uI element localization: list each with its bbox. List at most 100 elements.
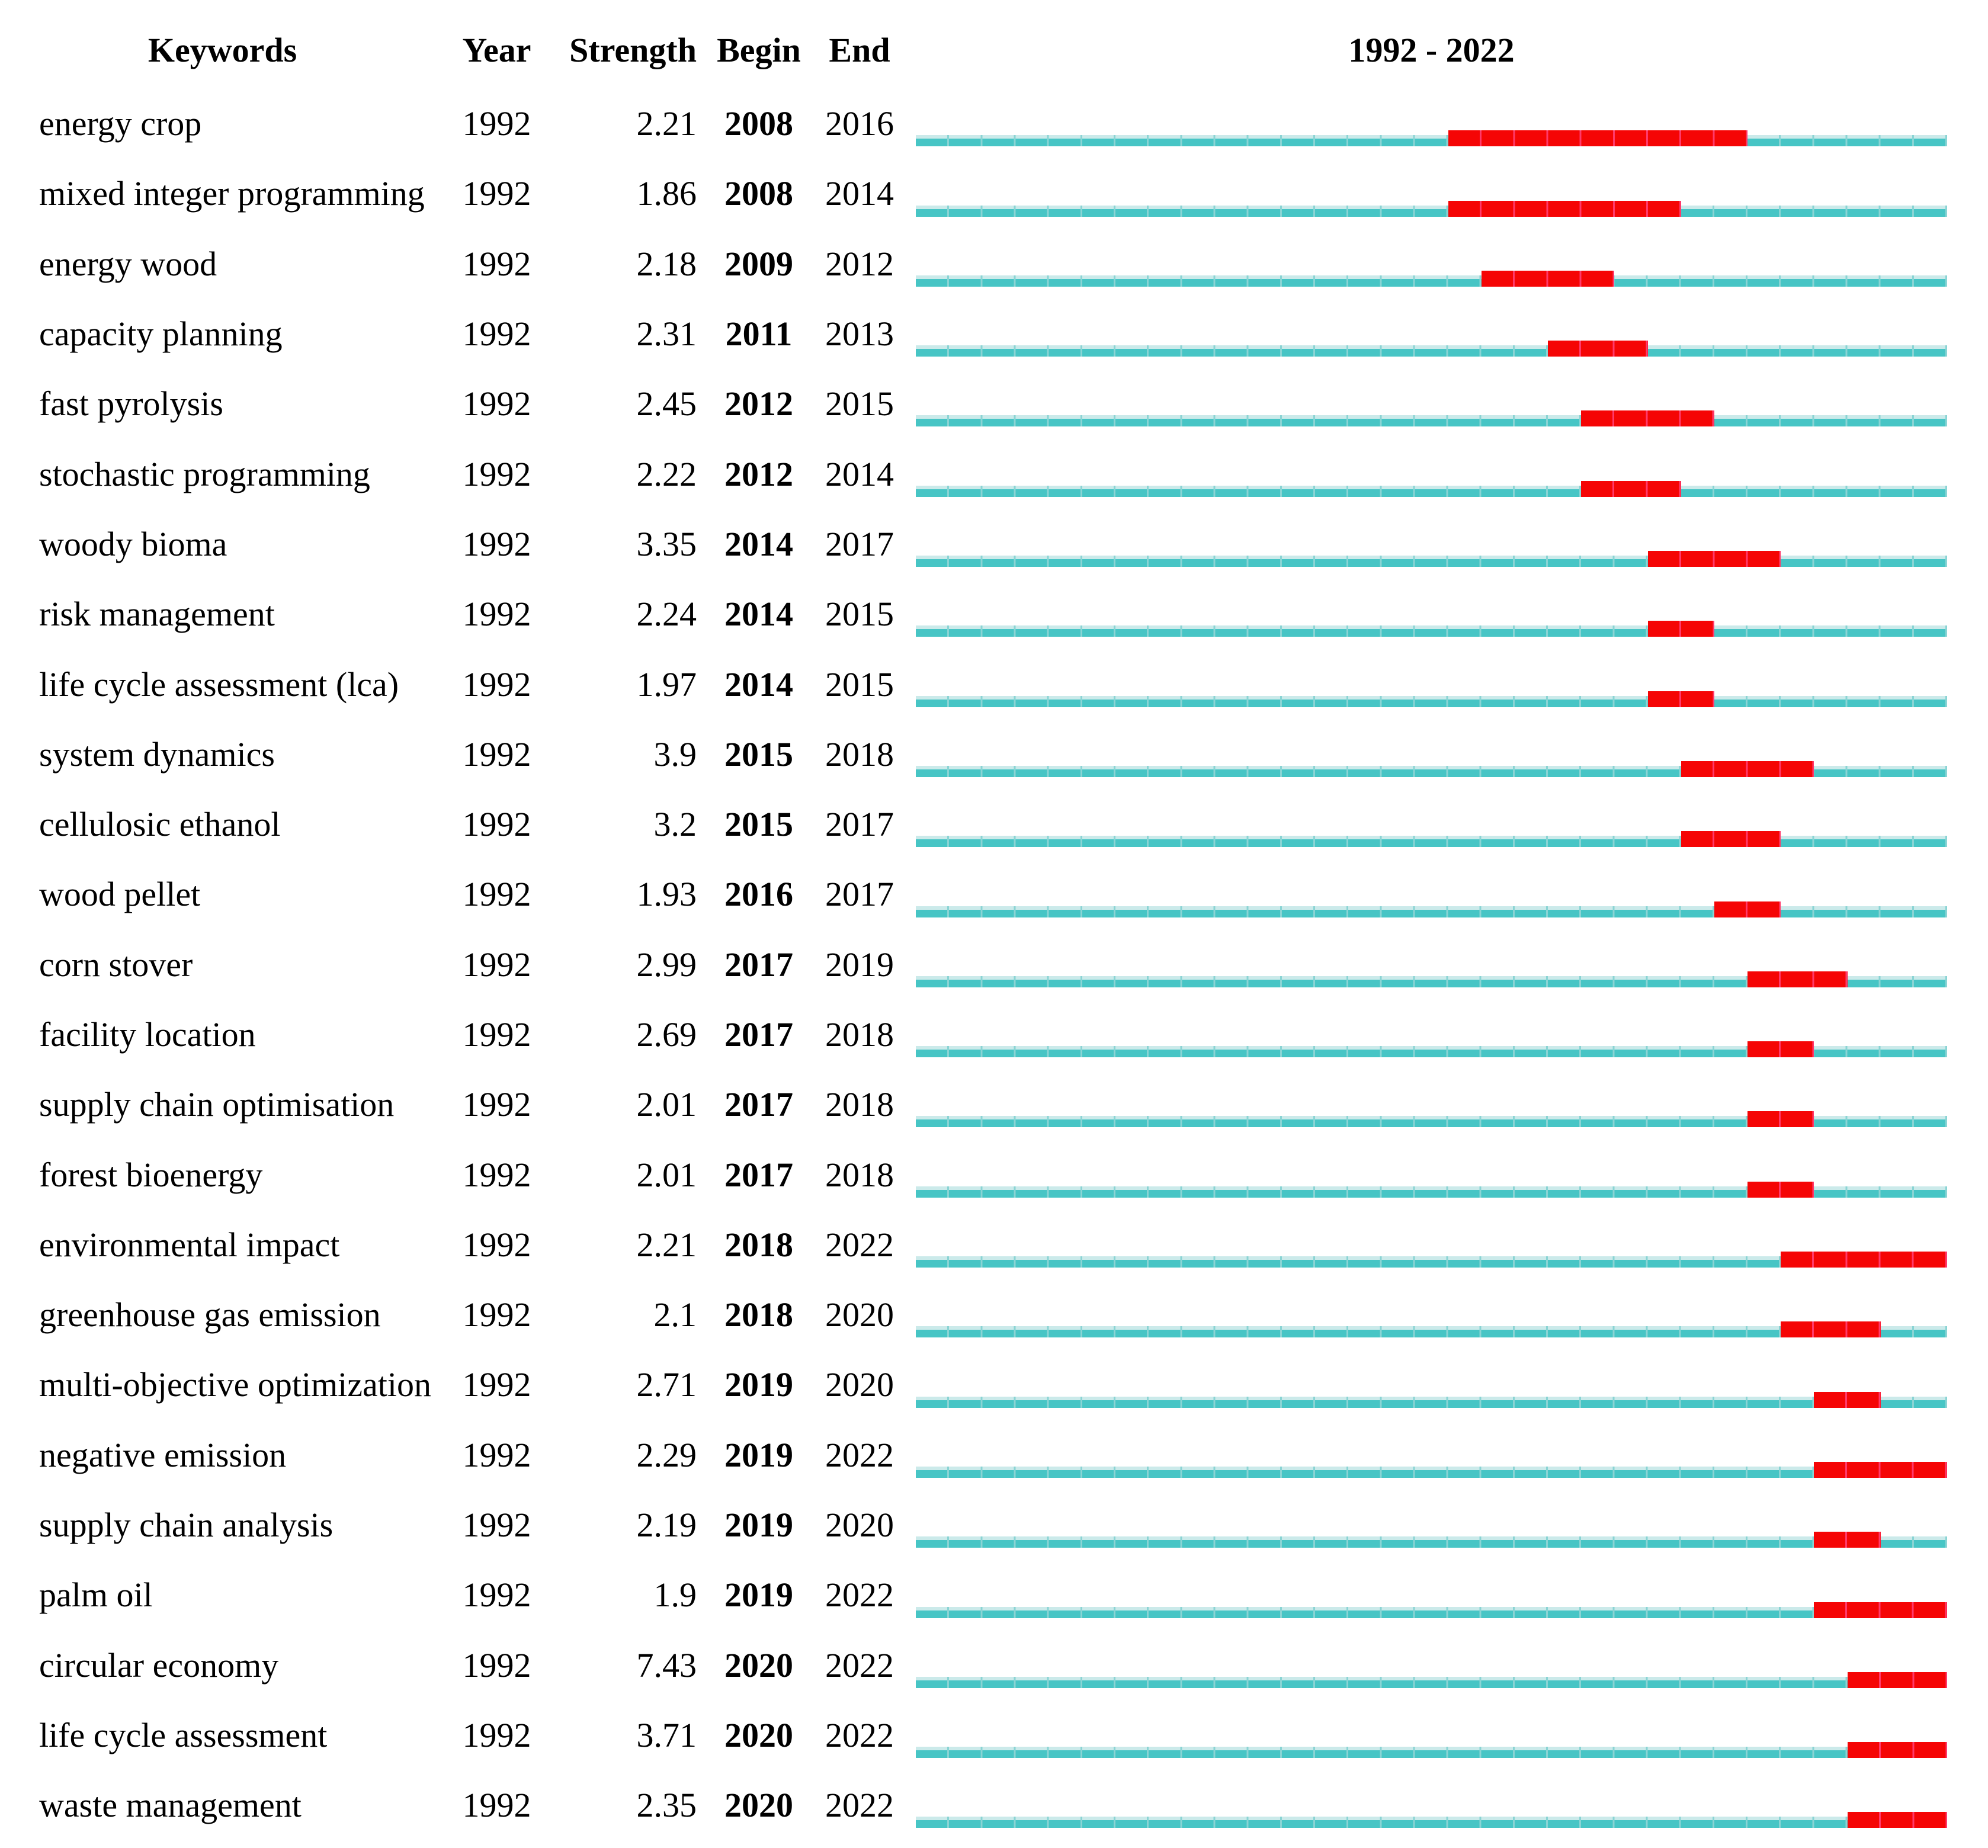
table-row: mixed integer programming 1992 1.86 2008…: [0, 159, 1988, 229]
begin-value: 2019: [724, 1435, 793, 1474]
table-row: palm oil 1992 1.9 2019 2022: [0, 1560, 1988, 1630]
year-value: 1992: [462, 1155, 531, 1194]
timeline-baseline: [916, 1256, 1947, 1268]
burst-segment: [1847, 1812, 1948, 1828]
burst-segment: [1581, 410, 1714, 427]
timeline-baseline: [916, 1396, 1947, 1408]
burst-segment: [1847, 1671, 1948, 1688]
strength-value: 7.43: [636, 1645, 697, 1685]
table-row: forest bioenergy 1992 2.01 2017 2018: [0, 1140, 1988, 1209]
begin-value: 2008: [724, 174, 793, 213]
table-row: energy crop 1992 2.21 2008 2016: [0, 89, 1988, 159]
keyword-label: waste management: [39, 1786, 302, 1825]
timeline-baseline: [916, 1747, 1947, 1759]
timeline-cell: [916, 1490, 1947, 1560]
begin-value: 2019: [724, 1365, 793, 1404]
begin-value: 2011: [725, 315, 793, 354]
keyword-label: negative emission: [39, 1435, 287, 1474]
end-value: 2017: [825, 805, 894, 844]
timeline-baseline: [916, 976, 1947, 987]
timeline-baseline: [916, 205, 1947, 217]
strength-value: 2.24: [636, 595, 697, 634]
strength-value: 3.2: [653, 805, 697, 844]
burst-segment: [1647, 691, 1715, 707]
timeline-cell: [916, 509, 1947, 579]
year-value: 1992: [462, 524, 531, 563]
begin-value: 2012: [724, 384, 793, 424]
year-value: 1992: [462, 244, 531, 283]
begin-value: 2019: [724, 1506, 793, 1545]
burst-segment: [1747, 971, 1848, 987]
timeline-baseline: [916, 1326, 1947, 1338]
keyword-label: energy crop: [39, 104, 202, 143]
timeline-track: [916, 1671, 1948, 1688]
end-value: 2018: [825, 734, 894, 774]
burst-segment: [1581, 480, 1682, 497]
timeline-track: [916, 1181, 1947, 1198]
year-value: 1992: [462, 315, 531, 354]
strength-value: 3.9: [653, 734, 697, 774]
keyword-label: greenhouse gas emission: [39, 1295, 381, 1334]
table-row: wood pellet 1992 1.93 2016 2017: [0, 859, 1988, 929]
table-row: supply chain optimisation 1992 2.01 2017…: [0, 1070, 1988, 1140]
timeline-track: [916, 1321, 1947, 1338]
strength-value: 2.22: [636, 454, 697, 493]
timeline-baseline: [916, 275, 1947, 287]
end-value: 2022: [825, 1576, 894, 1615]
timeline-track: [916, 1461, 1947, 1478]
strength-value: 1.86: [636, 174, 697, 213]
table-row: greenhouse gas emission 1992 2.1 2018 20…: [0, 1280, 1988, 1350]
end-value: 2017: [825, 524, 894, 563]
timeline-baseline: [916, 135, 1947, 147]
burst-segment: [1681, 761, 1814, 777]
begin-value: 2017: [724, 1015, 793, 1054]
timeline-baseline: [916, 906, 1947, 917]
strength-value: 3.35: [636, 524, 697, 563]
timeline-track: [916, 551, 1947, 567]
timeline-cell: [916, 1631, 1948, 1701]
strength-value: 3.71: [636, 1715, 697, 1754]
timeline-baseline: [916, 1046, 1947, 1058]
timeline-track: [916, 1532, 1947, 1548]
begin-value: 2018: [724, 1295, 793, 1334]
column-header-timeline: 1992 - 2022: [1348, 31, 1515, 69]
burst-segment: [1548, 341, 1649, 357]
keyword-label: life cycle assessment: [39, 1715, 328, 1754]
timeline-baseline: [916, 1676, 1947, 1688]
begin-value: 2014: [724, 524, 793, 563]
year-value: 1992: [462, 595, 531, 634]
begin-value: 2015: [724, 805, 793, 844]
table-row: stochastic programming 1992 2.22 2012 20…: [0, 439, 1988, 509]
strength-value: 2.21: [636, 104, 697, 143]
timeline-baseline: [916, 1466, 1947, 1478]
year-value: 1992: [462, 454, 531, 493]
keyword-label: woody bioma: [39, 524, 227, 563]
keyword-label: environmental impact: [39, 1225, 340, 1264]
year-value: 1992: [462, 104, 531, 143]
timeline-cell: [916, 369, 1947, 439]
keyword-label: stochastic programming: [39, 454, 370, 493]
table-row: negative emission 1992 2.29 2019 2022: [0, 1420, 1988, 1490]
timeline-cell: [916, 159, 1947, 229]
timeline-cell: [916, 1770, 1948, 1840]
keyword-label: system dynamics: [39, 734, 275, 774]
begin-value: 2016: [724, 875, 793, 914]
timeline-track: [916, 130, 1947, 147]
timeline-cell: [916, 1210, 1947, 1280]
strength-value: 2.01: [636, 1155, 697, 1194]
timeline-track: [916, 691, 1947, 707]
timeline-track: [916, 1812, 1948, 1828]
strength-value: 2.45: [636, 384, 697, 424]
end-value: 2013: [825, 315, 894, 354]
keyword-label: mixed integer programming: [39, 174, 425, 213]
begin-value: 2019: [724, 1576, 793, 1615]
strength-value: 2.21: [636, 1225, 697, 1264]
year-value: 1992: [462, 1085, 531, 1124]
year-value: 1992: [462, 384, 531, 424]
timeline-baseline: [916, 1116, 1947, 1128]
year-value: 1992: [462, 945, 531, 984]
timeline-track: [916, 901, 1947, 917]
strength-value: 2.71: [636, 1365, 697, 1404]
table-row: multi-objective optimization 1992 2.71 2…: [0, 1350, 1988, 1420]
table-row: risk management 1992 2.24 2014 2015: [0, 579, 1988, 649]
